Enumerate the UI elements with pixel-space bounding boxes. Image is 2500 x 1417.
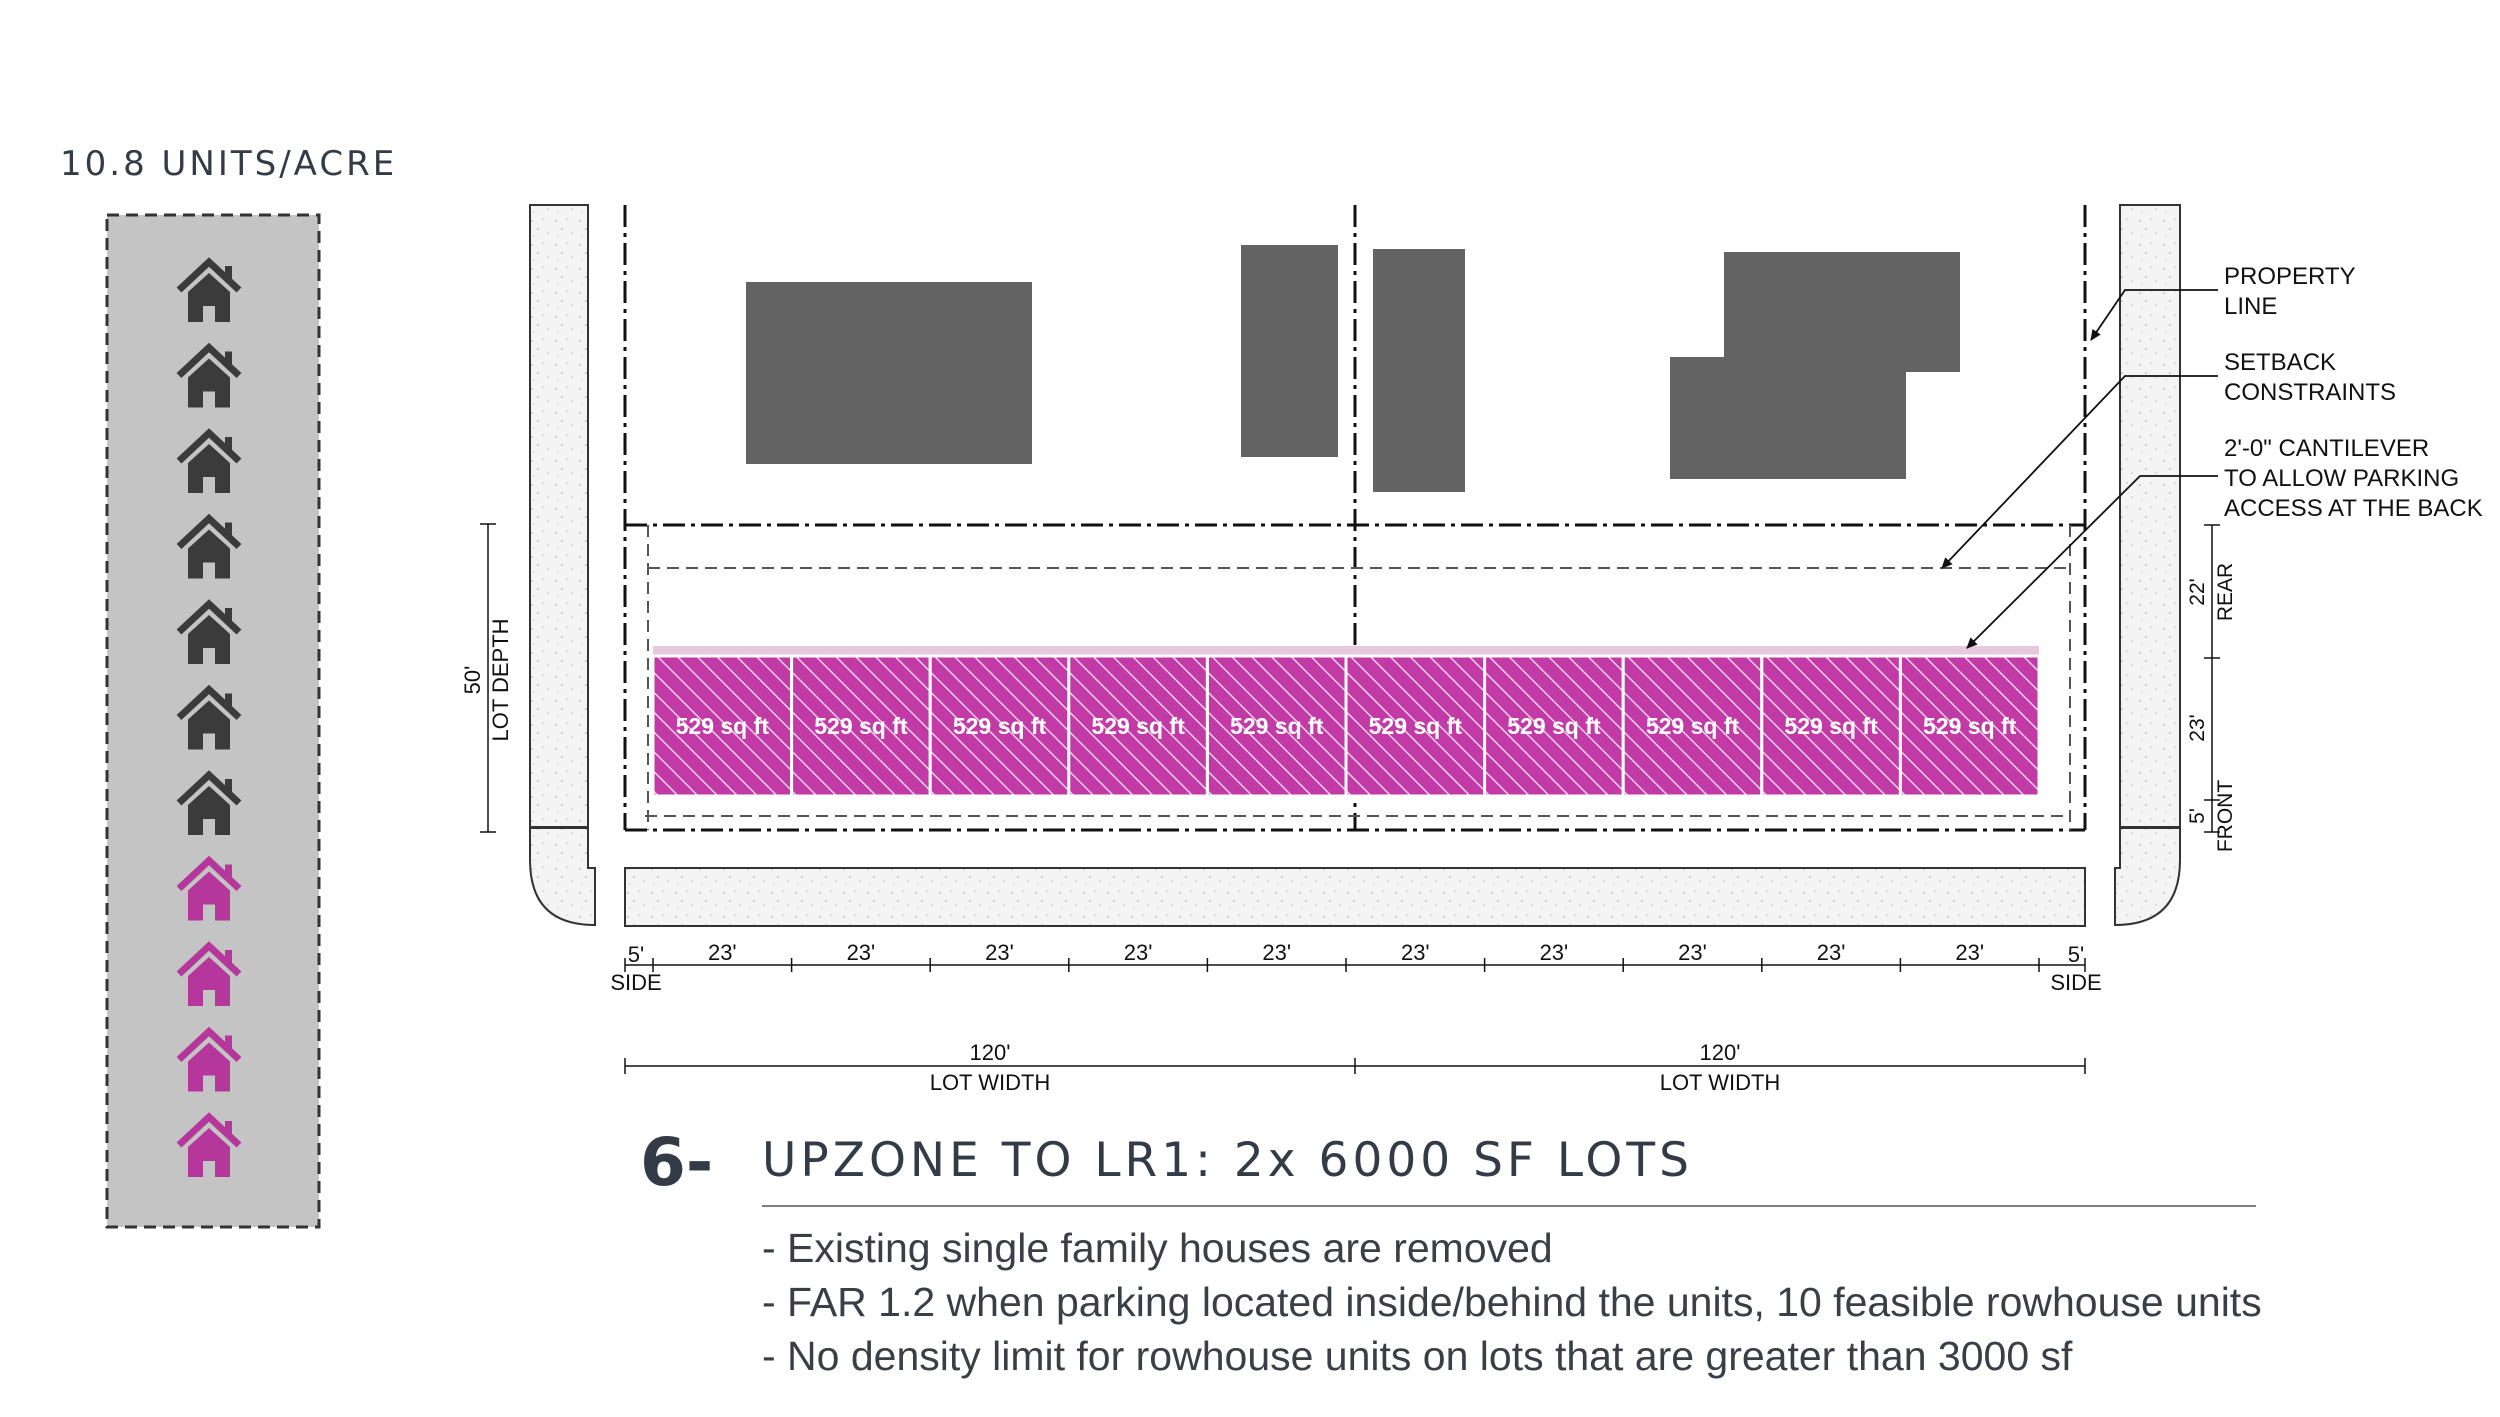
density-title: 10.8 UNITS/ACRE <box>60 144 397 184</box>
side-left-label: SIDE <box>610 970 661 995</box>
unit-area-label: 529 sq ft <box>1646 713 1740 739</box>
unit-width-label: 23' <box>1540 940 1569 965</box>
sidewalk-right <box>2114 204 2181 927</box>
rowhouse-unit <box>1898 654 2041 798</box>
house-icon <box>176 257 242 322</box>
existing-house <box>1373 249 1465 492</box>
callout-leaders <box>1941 289 2218 649</box>
bullet-2: - FAR 1.2 when parking located inside/be… <box>762 1279 2262 1325</box>
house-icon <box>176 684 242 750</box>
rowhouse-unit <box>1483 654 1625 798</box>
setback-lines <box>645 525 2071 830</box>
existing-house <box>746 282 1032 464</box>
side-right-label: SIDE <box>2050 970 2101 995</box>
lot-depth-dimension: 50' LOT DEPTH <box>460 523 513 833</box>
callout-cantilever-2: TO ALLOW PARKING <box>2224 465 2459 492</box>
house-icon <box>176 1026 242 1092</box>
dimension-lines: 23' 23' 23' 23' 23' 23' 23' 23' 23' 23' <box>624 940 2086 972</box>
unit-area-label: 529 sq ft <box>1507 713 1601 739</box>
sidewalk-left <box>529 204 596 927</box>
unit-width-label: 23' <box>1817 940 1846 965</box>
unit-width-label: 23' <box>985 940 1014 965</box>
lot-width-left-value: 120' <box>970 1040 1011 1065</box>
house-icon <box>176 855 242 921</box>
rowhouse-unit <box>1205 654 1348 798</box>
side-right-value: 5' <box>2068 942 2084 967</box>
house-icon <box>176 770 242 835</box>
callout-property-line-2: LINE <box>2224 293 2277 320</box>
callout-cantilever-3: ACCESS AT THE BACK <box>2224 495 2483 522</box>
unit-area-label: 529 sq ft <box>1230 713 1324 739</box>
right-depth-dimensions: 22' REAR 23' 5' FRONT <box>2186 524 2237 852</box>
unit-area-label: 529 sq ft <box>1784 713 1878 739</box>
property-lines <box>623 205 2087 832</box>
rear-setback-label: REAR <box>2214 563 2237 621</box>
unit-width-label: 23' <box>847 940 876 965</box>
step-title: UPZONE TO LR1: 2x 6000 SF LOTS <box>762 1133 1693 1188</box>
rear-setback-value: 22' <box>2186 578 2209 605</box>
house-icon <box>176 342 242 408</box>
sidewalk-front <box>624 867 2086 927</box>
unit-area-label: 529 sq ft <box>953 713 1047 739</box>
unit-area-label: 529 sq ft <box>1923 713 2017 739</box>
callout-property-line-1: PROPERTY <box>2224 263 2356 290</box>
callout-setback-1: SETBACK <box>2224 349 2336 376</box>
bullet-1: - Existing single family houses are remo… <box>762 1225 1553 1271</box>
rowhouse-unit <box>790 654 932 798</box>
lot-depth-label: LOT DEPTH <box>488 618 513 741</box>
house-icon-column <box>176 257 242 1177</box>
callout-cantilever-1: 2'-0" CANTILEVER <box>2224 435 2429 462</box>
house-icon <box>176 513 242 579</box>
lot-depth-value: 50' <box>460 666 485 695</box>
unit-width-label: 23' <box>708 940 737 965</box>
rowhouse-unit <box>1344 654 1487 798</box>
unit-width-label: 23' <box>1955 940 1984 965</box>
front-setback-label: FRONT <box>2214 780 2237 852</box>
rowhouse-unit <box>1067 654 1209 798</box>
unit-area-label: 529 sq ft <box>676 713 770 739</box>
lot-width-right-label: LOT WIDTH <box>1660 1070 1781 1095</box>
bullet-3: - No density limit for rowhouse units on… <box>762 1333 2073 1379</box>
unit-depth-value: 23' <box>2186 714 2209 741</box>
house-icon <box>176 428 242 493</box>
existing-houses <box>746 245 1960 492</box>
unit-area-label: 529 sq ft <box>1091 713 1185 739</box>
side-left-value: 5' <box>628 942 644 967</box>
unit-area-label: 529 sq ft <box>1369 713 1463 739</box>
existing-house <box>1670 252 1960 479</box>
house-icon <box>176 941 242 1006</box>
existing-house <box>1241 245 1338 457</box>
unit-width-label: 23' <box>1678 940 1707 965</box>
rowhouse-unit <box>1621 654 1764 798</box>
lot-width-right-value: 120' <box>1700 1040 1741 1065</box>
house-icon <box>176 1112 242 1177</box>
unit-width-label: 23' <box>1401 940 1430 965</box>
lot-width-dimension: 120' LOT WIDTH 120' LOT WIDTH <box>624 1040 2086 1095</box>
rowhouse-units: 529 sq ft 529 sq ft 529 sq ft 529 sq ft 529 … <box>651 646 2041 798</box>
callout-setback-2: CONSTRAINTS <box>2224 379 2396 406</box>
unit-width-label: 23' <box>1124 940 1153 965</box>
unit-area-label: 529 sq ft <box>814 713 908 739</box>
step-number: 6- <box>640 1124 713 1201</box>
front-setback-value: 5' <box>2186 808 2209 824</box>
unit-width-label: 23' <box>1262 940 1291 965</box>
lot-width-left-label: LOT WIDTH <box>930 1070 1051 1095</box>
house-icon <box>176 599 242 664</box>
